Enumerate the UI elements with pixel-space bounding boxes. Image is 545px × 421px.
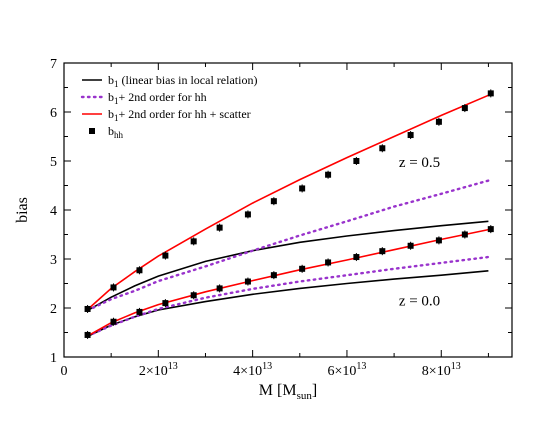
- x-tick-label-1: 2×1013: [139, 361, 178, 379]
- bhh-point-z00-5: [216, 285, 223, 292]
- bhh-point-z00-9: [325, 259, 332, 266]
- bhh-point-z00-6: [244, 278, 251, 285]
- y-tick-label-2: 3: [50, 253, 57, 268]
- legend-label-2: b1+ 2nd order for hh + scatter: [108, 107, 251, 123]
- bhh-point-z05-13: [435, 118, 442, 125]
- bhh-point-z00-2: [136, 308, 143, 315]
- bhh-point-z00-0: [84, 331, 91, 338]
- x-tick-label-2: 4×1013: [233, 361, 272, 379]
- bhh-point-z05-14: [461, 105, 468, 112]
- x-tick-label-3: 6×1013: [327, 361, 366, 379]
- bhh-point-z05-1: [110, 284, 117, 291]
- legend-swatch-3: [89, 128, 95, 134]
- bhh-point-z00-13: [435, 237, 442, 244]
- bhh-point-z00-10: [353, 254, 360, 261]
- legend-label-1: b1+ 2nd order for hh: [108, 90, 207, 106]
- bhh-point-z05-6: [244, 211, 251, 218]
- legend: b1 (linear bias in local relation)b1+ 2n…: [80, 73, 257, 140]
- series-line-dotted-purple-z05: [86, 179, 490, 312]
- y-tick-label-5: 6: [50, 106, 57, 121]
- annotation-1: z = 0.0: [399, 294, 440, 310]
- bhh-point-z05-4: [190, 238, 197, 245]
- bhh-point-z00-12: [407, 242, 414, 249]
- x-tick-label-4: 8×1013: [422, 361, 461, 379]
- series-line-solid-red-z05: [87, 94, 489, 311]
- bhh-point-z00-3: [162, 300, 169, 307]
- bhh-point-z05-9: [325, 171, 332, 178]
- y-tick-label-6: 7: [50, 57, 57, 72]
- legend-label-0: b1 (linear bias in local relation): [108, 73, 257, 89]
- bhh-point-z05-5: [216, 224, 223, 231]
- plot-area: [84, 89, 494, 339]
- bhh-point-z00-15: [487, 226, 494, 233]
- axes: 0 2×1013 4×1013 6×1013 8×1013 1 2 3 4 5 6 7 M [Msun]…: [14, 57, 513, 402]
- bhh-point-z00-4: [190, 292, 197, 299]
- bhh-point-z00-11: [379, 248, 386, 255]
- bhh-point-z05-15: [487, 90, 494, 97]
- bhh-point-z00-14: [461, 231, 468, 238]
- bhh-point-z05-11: [379, 145, 386, 152]
- y-tick-label-4: 5: [50, 155, 57, 170]
- bhh-point-z05-10: [353, 158, 360, 164]
- bhh-point-z05-8: [299, 185, 306, 192]
- bhh-point-z05-0: [84, 305, 91, 312]
- bhh-point-z05-7: [270, 198, 277, 205]
- x-axis-label: M [Msun]: [259, 382, 317, 402]
- y-tick-label-0: 1: [50, 351, 57, 366]
- legend-label-3: bhh: [108, 124, 124, 140]
- y-axis-label: bias: [14, 197, 31, 223]
- bhh-point-z00-8: [299, 265, 306, 272]
- bhh-point-z05-2: [136, 267, 143, 274]
- series-line-dotted-purple-z00: [86, 255, 490, 338]
- y-tick-label-1: 2: [50, 302, 57, 317]
- y-tick-label-3: 4: [50, 204, 57, 219]
- bhh-point-z05-12: [407, 132, 414, 139]
- series-line-solid-red-z00: [87, 228, 489, 337]
- bhh-point-z00-7: [270, 272, 277, 279]
- x-tick-label-0: 0: [61, 364, 68, 379]
- bhh-point-z05-3: [162, 252, 169, 259]
- bhh-point-z00-1: [110, 318, 117, 325]
- annotation-0: z = 0.5: [399, 155, 440, 171]
